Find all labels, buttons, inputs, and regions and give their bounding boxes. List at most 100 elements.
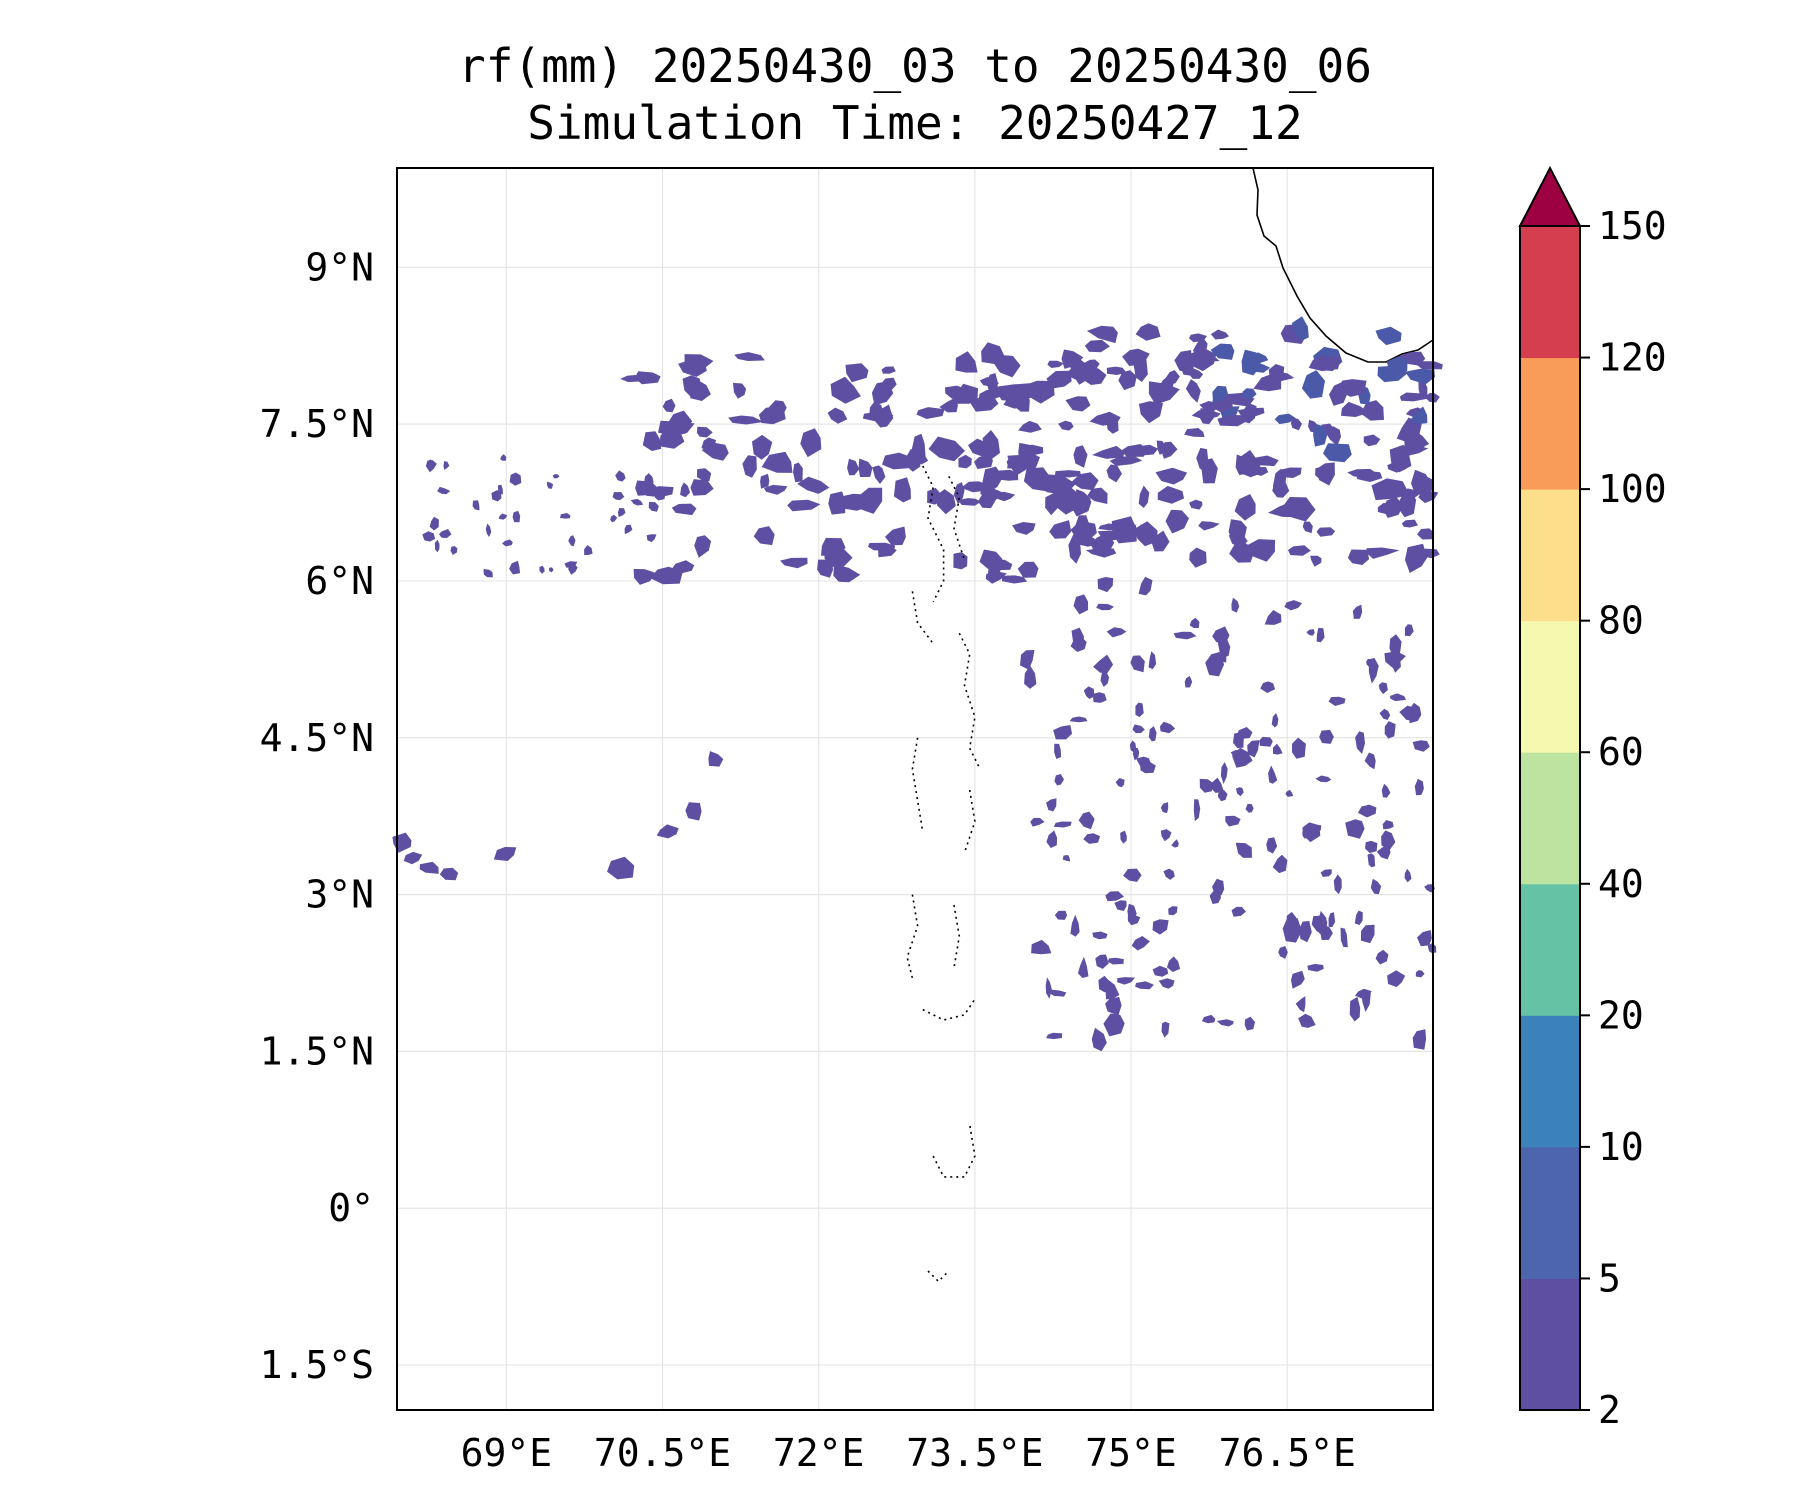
rain-patch — [650, 566, 683, 585]
rain-patch — [1054, 743, 1062, 759]
rain-patch — [1272, 854, 1288, 874]
rain-patch — [429, 516, 439, 531]
rain-patch — [761, 451, 793, 473]
rain-patch — [1089, 411, 1121, 426]
rain-patch — [939, 397, 958, 413]
rain-patch — [1404, 868, 1412, 883]
rain-patch — [862, 411, 894, 422]
rain-patch — [1106, 366, 1127, 375]
rain-patch — [974, 453, 993, 469]
rain-patch — [1075, 515, 1090, 534]
rain-patch — [662, 398, 676, 413]
rain-patch — [872, 465, 886, 484]
rain-patch — [1225, 815, 1241, 827]
rain-patch — [787, 499, 821, 512]
rain-patch — [1419, 475, 1434, 495]
rain-patch — [472, 500, 480, 511]
rain-patch — [437, 486, 451, 495]
atoll-outline — [911, 737, 924, 833]
rain-patch — [1352, 604, 1363, 619]
rain-patch — [764, 484, 788, 495]
rain-patch — [1319, 729, 1334, 744]
rain-patch — [425, 459, 434, 470]
atoll-islands — [906, 465, 981, 1283]
rain-patch — [500, 454, 507, 461]
rain-patch — [642, 431, 662, 451]
rain-patch — [1087, 487, 1108, 504]
colorbar-tick-label: 2 — [1598, 1388, 1621, 1432]
rain-patch — [1307, 963, 1324, 972]
rain-patch — [425, 531, 431, 542]
rain-patch — [800, 428, 822, 458]
rain-patch — [1377, 503, 1397, 515]
rain-patch — [1370, 878, 1382, 895]
rain-patch — [1201, 458, 1218, 484]
rain-patch — [1083, 359, 1100, 370]
rain-patch — [694, 535, 712, 558]
rain-patch — [1046, 370, 1072, 389]
rain-patch — [845, 363, 869, 383]
x-tick-label: 72°E — [773, 1431, 865, 1475]
rain-patch — [1184, 428, 1205, 437]
rain-patch — [958, 454, 972, 469]
rain-patch — [1093, 654, 1114, 674]
rain-patch — [1233, 732, 1244, 748]
rain-patch — [1105, 891, 1124, 902]
rain-patch — [1315, 775, 1332, 783]
rain-patch — [1324, 426, 1341, 446]
rain-patch — [1355, 731, 1365, 754]
rain-patch — [728, 415, 764, 425]
rain-patch — [548, 567, 554, 573]
rain-patch — [1198, 521, 1220, 531]
rain-patch — [1386, 356, 1408, 377]
rain-patch — [1404, 624, 1414, 637]
rain-patch — [1073, 594, 1089, 615]
rain-patch — [830, 376, 861, 404]
rain-patch — [793, 462, 803, 483]
colorbar: 2 5 10 20 40 60 80 100 120 150 — [1518, 165, 1667, 1432]
rain-patch — [1092, 692, 1107, 703]
rain-patch — [1129, 740, 1137, 753]
rain-patch — [1328, 912, 1336, 928]
rain-patch — [1189, 547, 1207, 568]
rain-patch — [1229, 542, 1256, 563]
rain-patch — [1328, 696, 1346, 706]
rain-patch — [1217, 415, 1248, 427]
rain-patch — [882, 452, 914, 470]
rain-patch — [1210, 343, 1235, 360]
rain-patch — [1209, 890, 1221, 904]
rain-patch — [552, 474, 560, 479]
colorbar-extend-triangle — [1518, 165, 1582, 227]
rain-patch — [1109, 455, 1143, 466]
rain-patch — [1114, 900, 1127, 911]
rain-patch — [1078, 811, 1095, 830]
rain-patch — [1161, 1021, 1170, 1038]
rain-patch — [1375, 949, 1389, 965]
rain-patch — [733, 382, 747, 399]
rain-patch — [1221, 762, 1228, 784]
colorbar-tick-label: 150 — [1598, 204, 1667, 248]
rain-patch — [633, 569, 655, 585]
rain-patch — [1007, 454, 1033, 476]
rain-patch — [1071, 472, 1099, 491]
rain-patch — [684, 354, 714, 370]
rain-patch — [584, 545, 593, 556]
latitude-ticks: 9°N 7.5°N 6°N 4.5°N 3°N 1.5°N 0° 1.5°S — [260, 245, 374, 1387]
rain-patch — [1285, 789, 1294, 797]
rain-patch — [1272, 480, 1290, 498]
rain-patch — [1363, 434, 1381, 447]
rain-patch — [1311, 915, 1328, 932]
atoll-outline — [922, 465, 945, 603]
atoll-outline — [932, 1124, 976, 1178]
rain-patch — [1103, 1013, 1125, 1037]
colorbar-ticks: 2 5 10 20 40 60 80 100 120 150 — [1580, 204, 1667, 1432]
rain-patch — [1135, 323, 1161, 341]
rain-patch — [1253, 374, 1282, 392]
rain-patch — [1360, 400, 1384, 421]
rain-patch — [1173, 631, 1197, 640]
rain-patch — [1062, 855, 1071, 862]
rain-patch — [928, 436, 965, 462]
rain-patch — [1252, 467, 1269, 476]
rain-patch — [1069, 492, 1092, 517]
rain-patch — [1095, 954, 1109, 969]
